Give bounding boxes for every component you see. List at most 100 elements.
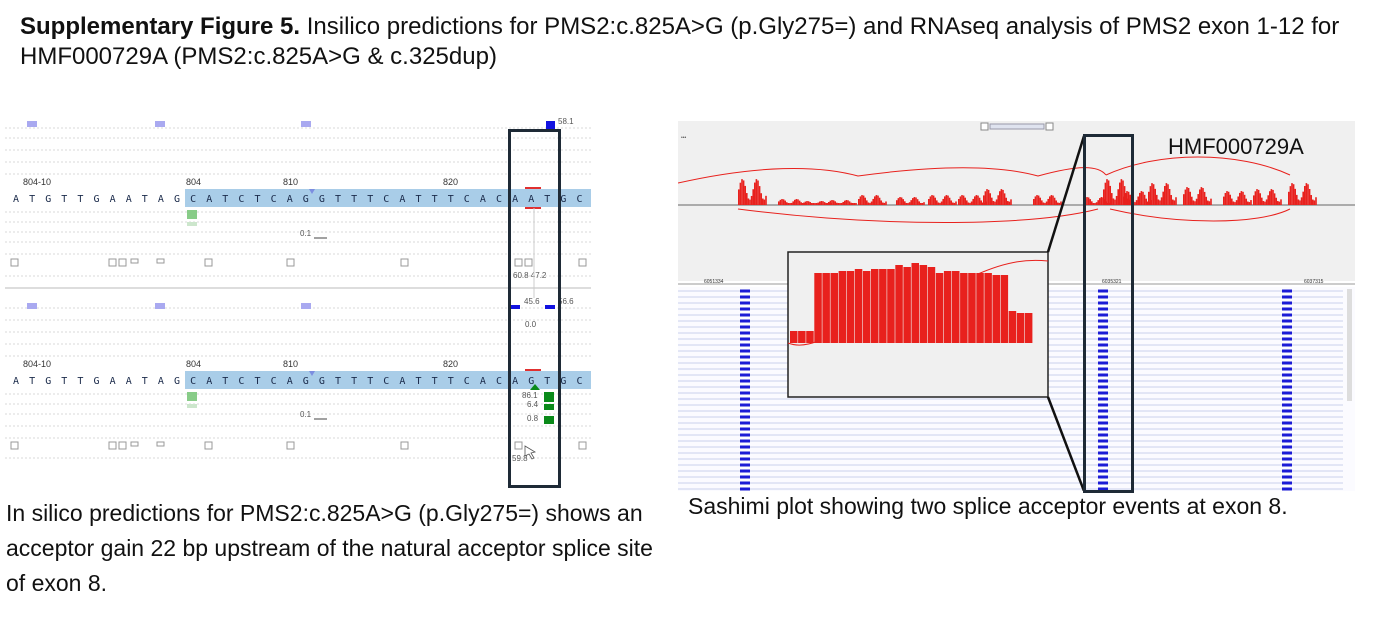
sequence-base: A	[399, 376, 405, 387]
score-label: 56.6	[558, 297, 574, 306]
sequence-base: G	[560, 376, 566, 387]
sequence-base: G	[94, 194, 100, 205]
score-label: 58.1	[558, 117, 574, 126]
junction-arc	[1109, 208, 1291, 222]
sequence-base: T	[255, 376, 261, 387]
sequence-base: G	[303, 376, 309, 387]
score-label: 86.1	[522, 391, 538, 400]
sequence-base: C	[238, 376, 244, 387]
sequence-base: G	[174, 194, 180, 205]
sequence-base: C	[464, 376, 470, 387]
zoom-slider[interactable]	[989, 123, 1045, 130]
sequence-base: T	[448, 376, 454, 387]
exon-highlight	[185, 189, 591, 207]
score-label: 59.8	[512, 454, 528, 463]
sequence-base: A	[126, 376, 132, 387]
sequence-base: A	[126, 194, 132, 205]
figure-title-text: Insilico predictions for PMS2:c.825A>G (…	[20, 13, 1340, 70]
sequence-base: C	[496, 376, 502, 387]
sequence-base: G	[303, 194, 309, 205]
sequence-base: G	[45, 194, 51, 205]
svg-text:•••: •••	[681, 135, 687, 141]
position-marker: 810	[283, 177, 298, 187]
score-label: 0.1	[300, 410, 312, 419]
sequence-base: A	[110, 376, 116, 387]
sequence-base: A	[480, 194, 486, 205]
sequence-base: T	[432, 194, 438, 205]
exon-highlight	[185, 371, 591, 389]
sequence-base: A	[158, 376, 164, 387]
variant-highlight-box	[508, 129, 561, 488]
sequence-base: C	[577, 194, 583, 205]
sequence-base: G	[319, 194, 325, 205]
sequence-base: T	[367, 194, 373, 205]
sequence-base: A	[287, 376, 293, 387]
sequence-base: T	[77, 376, 83, 387]
sequence-base: T	[77, 194, 83, 205]
sequence-base: T	[544, 194, 550, 205]
sequence-base: A	[512, 194, 518, 205]
score-marker	[301, 303, 311, 309]
sequence-base: T	[351, 194, 357, 205]
coordinate-label: 6037315	[1304, 279, 1324, 285]
score-label: 0.0	[525, 320, 537, 329]
zoom-out-button[interactable]	[980, 122, 989, 131]
sequence-base: C	[383, 376, 389, 387]
figure-title: Supplementary Figure 5. Insilico predict…	[20, 12, 1370, 72]
sequence-base: A	[13, 376, 19, 387]
sequence-base: A	[287, 194, 293, 205]
sequence-base: A	[480, 376, 486, 387]
sequence-base: T	[351, 376, 357, 387]
sequence-base: T	[416, 194, 422, 205]
figure-title-bold: Supplementary Figure 5.	[20, 13, 301, 40]
acceptor-gain-bar	[544, 392, 554, 402]
sequence-base: A	[110, 194, 116, 205]
sequence-base: A	[206, 194, 212, 205]
junction-arc	[737, 208, 1099, 223]
sequence-base: T	[29, 376, 35, 387]
position-marker: 810	[283, 359, 298, 369]
sequence-base: T	[61, 376, 67, 387]
sequence-base: C	[577, 376, 583, 387]
zoom-in-button[interactable]	[1045, 122, 1054, 131]
score-label: 45.6	[524, 297, 540, 306]
sashimi-plot: ••• HMF000729A 6051334 6035321 6037315	[678, 121, 1355, 491]
junction-arc	[678, 167, 1107, 184]
coordinate-label: 6035321	[1102, 279, 1122, 285]
sequence-base: G	[560, 194, 566, 205]
sequence-base: C	[238, 194, 244, 205]
position-marker: 820	[443, 177, 458, 187]
donor-score-bar	[187, 210, 197, 219]
sequence-base: C	[271, 376, 277, 387]
sequence-base: C	[190, 194, 196, 205]
inset-coverage	[790, 263, 1033, 343]
sequence-base: C	[190, 376, 196, 387]
sequence-base: G	[94, 376, 100, 387]
position-marker: 804	[186, 359, 201, 369]
sequence-base: A	[13, 194, 19, 205]
splice-marker	[309, 371, 315, 376]
sequence-base: T	[222, 194, 228, 205]
sequence-base: T	[222, 376, 228, 387]
acceptor-score-bar	[546, 121, 555, 129]
score-marker	[301, 121, 311, 127]
sequence-base: A	[528, 194, 534, 205]
left-caption: In silico predictions for PMS2:c.825A>G …	[6, 500, 653, 596]
score-marker	[27, 121, 37, 127]
sample-label: HMF000729A	[1168, 134, 1304, 159]
sequence-base: C	[271, 194, 277, 205]
sequence-base: T	[416, 376, 422, 387]
scrollbar[interactable]	[1347, 289, 1352, 401]
sequence-base: T	[255, 194, 261, 205]
score-label: 60.8 47.2	[513, 271, 547, 280]
exon8-highlight-box	[1083, 134, 1134, 493]
splice-marker	[309, 189, 315, 194]
score-label: 6.4	[527, 400, 539, 409]
coverage-track	[738, 179, 1317, 205]
sequence-base: T	[544, 376, 550, 387]
sequence-base: A	[158, 194, 164, 205]
